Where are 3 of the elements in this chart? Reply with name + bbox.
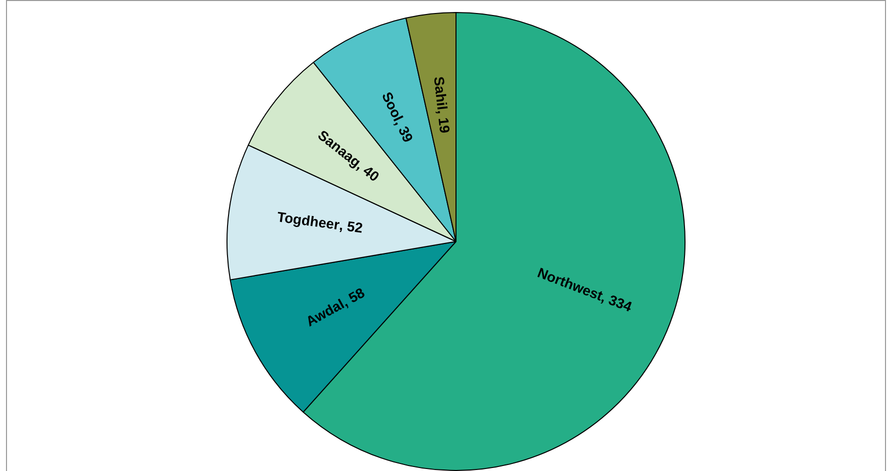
data-label: , 19 <box>434 108 454 134</box>
data-label: , 52 <box>338 216 364 236</box>
slice-label: Sahil <box>430 76 451 111</box>
